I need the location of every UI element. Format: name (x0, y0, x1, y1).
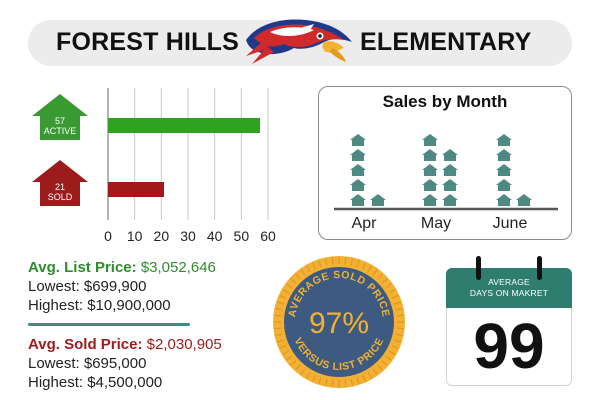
house-icon (422, 164, 438, 176)
house-icon (370, 194, 386, 206)
house-icon (496, 149, 512, 161)
calendar-label-line1: AVERAGE (446, 277, 572, 287)
stats-divider (28, 323, 190, 326)
x-tick-label: 0 (104, 228, 112, 244)
bar-active (108, 118, 260, 133)
x-tick-label: 60 (260, 228, 276, 244)
list-lowest: Lowest: $699,900 (28, 278, 146, 295)
list-highest: Highest: $10,900,000 (28, 297, 171, 314)
house-icon (350, 149, 366, 161)
house-icon (496, 164, 512, 176)
days-on-market-value: 99 (446, 308, 572, 384)
house-icon (350, 179, 366, 191)
active-label: ACTIVE (32, 126, 88, 136)
house-icon (496, 194, 512, 206)
seal-value: 97% (309, 307, 369, 340)
house-icon (516, 194, 532, 206)
avg-list-price-value: $3,052,646 (141, 259, 216, 276)
listings-bar-chart: 0 10 20 30 40 50 60 (96, 88, 296, 248)
house-icon (422, 134, 438, 146)
house-icon (442, 179, 458, 191)
seal-tick (332, 380, 333, 387)
house-icon (350, 164, 366, 176)
house-icon (442, 164, 458, 176)
house-icon (496, 134, 512, 146)
x-tick-label: 30 (180, 228, 196, 244)
x-tick-label: 10 (127, 228, 143, 244)
sold-vs-list-seal: AVERAGE SOLD PRICE VERSUS LIST PRICE 97% (271, 254, 407, 390)
hawk-mascot-logo (240, 12, 358, 72)
avg-sold-price-value: $2,030,905 (147, 336, 222, 353)
active-count: 57 (32, 116, 88, 126)
sales-by-month-chart: Apr May June (318, 86, 572, 240)
sold-lowest: Lowest: $695,000 (28, 355, 146, 372)
active-listings-badge: 57 ACTIVE (32, 94, 88, 140)
month-label: Apr (352, 215, 378, 232)
house-icon (350, 134, 366, 146)
avg-sold-price-line: Avg. Sold Price: $2,030,905 (28, 336, 222, 353)
seal-tick (332, 257, 333, 264)
seal-tick (274, 315, 281, 316)
school-name-left: FOREST HILLS (56, 28, 239, 57)
house-icon (442, 149, 458, 161)
x-tick-label: 20 (154, 228, 170, 244)
seal-tick (345, 257, 346, 264)
house-icon (496, 179, 512, 191)
avg-sold-price-label: Avg. Sold Price: (28, 336, 142, 353)
sold-highest: Highest: $4,500,000 (28, 374, 162, 391)
month-label: May (421, 215, 451, 232)
month-label: June (493, 215, 528, 232)
calendar-label-line2: DAYS ON MAKRET (446, 288, 572, 298)
bar-sold (108, 182, 164, 197)
seal-tick (397, 328, 404, 329)
x-tick-label: 50 (234, 228, 250, 244)
seal-tick (397, 315, 404, 316)
seal-tick (274, 328, 281, 329)
house-icon (350, 194, 366, 206)
house-icon (422, 194, 438, 206)
sold-listings-badge: 21 SOLD (32, 160, 88, 206)
avg-list-price-label: Avg. List Price: (28, 259, 137, 276)
avg-list-price-line: Avg. List Price: $3,052,646 (28, 259, 216, 276)
seal-tick (345, 380, 346, 387)
x-tick-label: 40 (207, 228, 223, 244)
house-icon (442, 194, 458, 206)
house-icon (422, 179, 438, 191)
sold-count: 21 (32, 182, 88, 192)
school-name-right: ELEMENTARY (360, 28, 531, 57)
sold-label: SOLD (32, 192, 88, 202)
house-icon (422, 149, 438, 161)
